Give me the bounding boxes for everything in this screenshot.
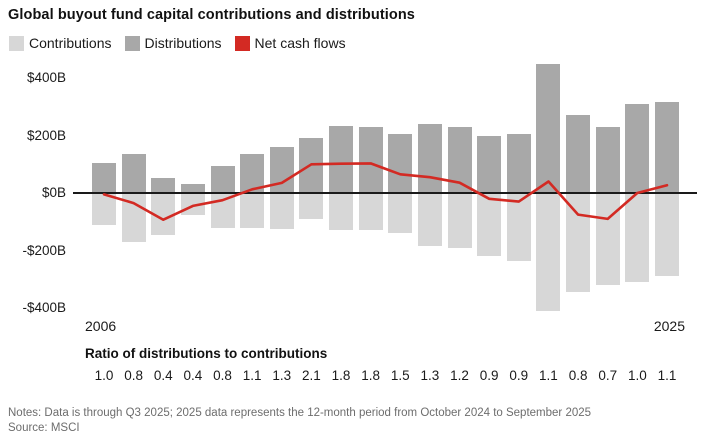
- legend-item-distributions: Distributions: [124, 35, 222, 51]
- x-axis-label-start: 2006: [85, 318, 117, 334]
- ratio-value-2006: 1.0: [94, 368, 114, 383]
- ratio-value-2014: 1.8: [331, 368, 351, 383]
- distributions-bar-2024: [625, 103, 650, 193]
- contributions-bar-2006: [92, 193, 116, 225]
- ratio-value-2017: 1.3: [420, 368, 440, 383]
- ratio-value-2012: 1.3: [272, 368, 292, 383]
- distributions-bar-2008: [151, 178, 176, 193]
- distributions-bar-2017: [417, 124, 442, 193]
- ratio-value-2025: 1.1: [657, 368, 677, 383]
- y-axis-tick-label: $0B: [41, 185, 66, 200]
- distributions-bar-2023: [595, 126, 620, 193]
- contributions-bar-2018: [447, 193, 472, 249]
- ratio-value-2008: 0.4: [153, 368, 173, 383]
- ratio-value-2023: 0.7: [598, 368, 618, 383]
- ratio-value-2011: 1.1: [242, 368, 262, 383]
- distributions-bar-2020: [506, 134, 531, 193]
- distributions-bar-2021: [536, 63, 561, 193]
- contributions-bar-2021: [536, 193, 561, 311]
- y-axis-tick-label: -$400B: [22, 300, 66, 315]
- contributions-bar-2013: [299, 193, 324, 219]
- legend: Contributions Distributions Net cash flo…: [9, 35, 346, 51]
- ratio-value-2015: 1.8: [361, 368, 381, 383]
- distributions-bar-2014: [329, 126, 354, 193]
- ratio-heading: Ratio of distributions to contributions: [85, 346, 328, 361]
- legend-item-contributions: Contributions: [9, 35, 112, 51]
- distributions-bar-2022: [566, 115, 591, 193]
- contributions-bar-2012: [269, 193, 294, 229]
- ratio-value-2022: 0.8: [568, 368, 588, 383]
- ratio-value-2019: 0.9: [479, 368, 499, 383]
- net-cash-flows-swatch-icon: [234, 35, 250, 51]
- source-line: Source: MSCI: [8, 422, 80, 434]
- plot-area: 2006 2025 $400B $200B $0B -$200B -$400B: [0, 56, 720, 338]
- ratio-value-2009: 0.4: [183, 368, 203, 383]
- contributions-bar-2024: [625, 193, 650, 283]
- ratio-value-2010: 0.8: [213, 368, 232, 383]
- contributions-swatch-icon: [9, 35, 24, 51]
- distributions-bar-2006: [92, 162, 116, 193]
- distributions-bar-2025: [654, 102, 679, 193]
- legend-item-net-cash-flows: Net cash flows: [234, 35, 346, 51]
- ratio-value-2013: 2.1: [302, 368, 321, 383]
- distributions-bar-2016: [388, 134, 413, 193]
- contributions-bar-2017: [417, 193, 442, 247]
- distributions-bar-2019: [477, 135, 502, 193]
- chart-title: Global buyout fund capital contributions…: [8, 7, 415, 23]
- contributions-bar-2020: [506, 193, 531, 261]
- contributions-bar-2015: [358, 193, 383, 230]
- distributions-bar-2009: [180, 184, 205, 193]
- ratio-value-2021: 1.1: [539, 368, 558, 383]
- x-axis-label-end: 2025: [653, 318, 685, 334]
- legend-label: Net cash flows: [254, 35, 346, 51]
- contributions-bar-2023: [595, 193, 620, 285]
- ratio-value-2024: 1.0: [627, 368, 647, 383]
- ratio-value-2007: 0.8: [124, 368, 144, 383]
- contributions-bar-2010: [210, 193, 235, 228]
- distributions-bar-2015: [358, 126, 383, 193]
- distributions-bar-2007: [121, 154, 146, 193]
- net-cash-flows-polyline: [102, 162, 669, 221]
- contributions-bar-2022: [566, 193, 591, 293]
- ratio-section: Ratio of distributions to contributions …: [0, 342, 720, 392]
- contributions-bar-2025: [654, 193, 679, 276]
- footnotes: Notes: Data is through Q3 2025; 2025 dat…: [8, 406, 591, 436]
- contributions-bar-2014: [329, 193, 354, 231]
- net-cash-flows-line: [102, 162, 669, 221]
- contributions-bar-2011: [240, 193, 265, 229]
- legend-label: Contributions: [29, 35, 112, 51]
- ratio-value-2020: 0.9: [509, 368, 529, 383]
- contributions-bar-2019: [477, 193, 502, 257]
- distributions-swatch-icon: [124, 35, 140, 51]
- y-axis-tick-label: -$200B: [22, 242, 66, 258]
- legend-label: Distributions: [144, 35, 222, 51]
- contributions-bar-2016: [388, 193, 413, 234]
- zero-axis-line: [73, 192, 697, 194]
- ratio-value-2018: 1.2: [450, 368, 469, 383]
- notes-line: Notes: Data is through Q3 2025; 2025 dat…: [8, 407, 592, 419]
- ratio-value-2016: 1.5: [390, 368, 410, 383]
- distributions-bar-2010: [210, 165, 235, 193]
- y-axis-tick-label: $400B: [26, 70, 66, 85]
- y-axis-tick-label: $200B: [26, 127, 66, 143]
